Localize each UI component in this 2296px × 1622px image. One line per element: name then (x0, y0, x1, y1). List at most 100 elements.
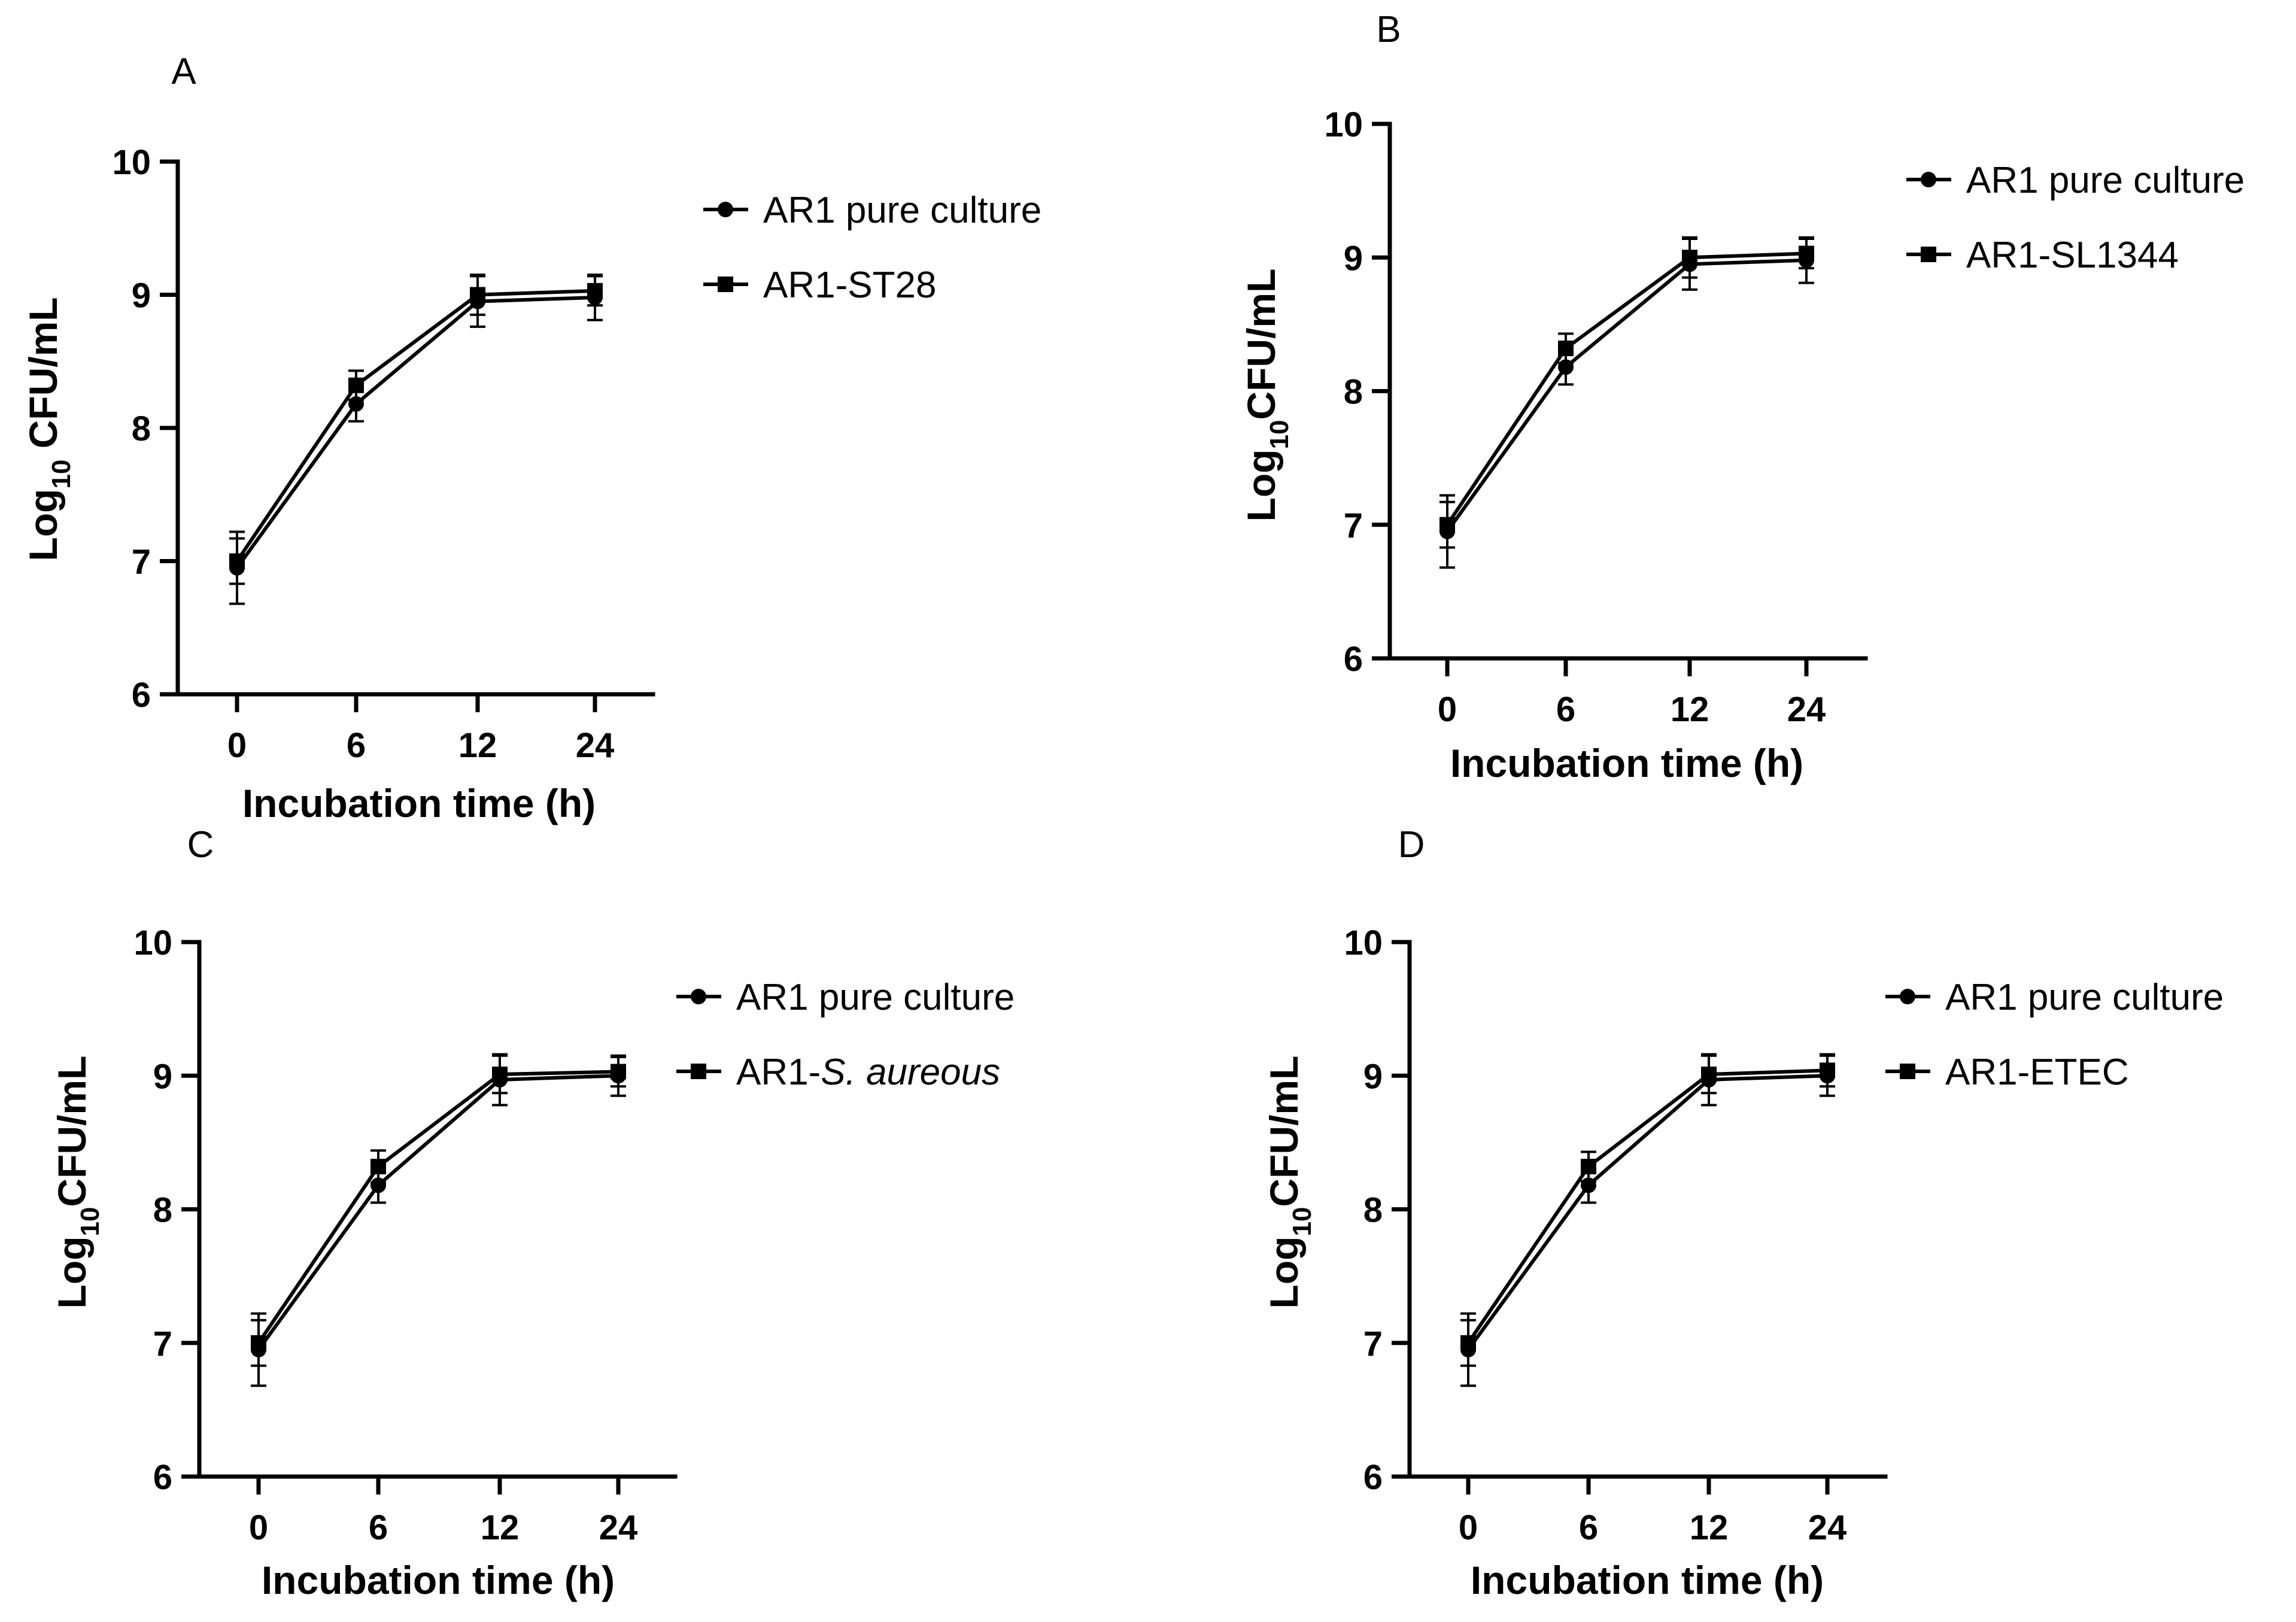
y-tick-label: 9 (153, 1057, 172, 1096)
legend-circle-marker (691, 989, 706, 1004)
y-axis-label: Log10CFU/mL (50, 1056, 105, 1309)
y-tick-label: 7 (1344, 506, 1363, 545)
series-pure-culture (1460, 1053, 1835, 1387)
x-axis-label: Incubation time (h) (262, 1558, 615, 1602)
data-point-square (1581, 1159, 1596, 1175)
data-point-square (1460, 1335, 1476, 1351)
y-tick-label: 9 (1363, 1057, 1383, 1096)
y-axis-label: Log10 CFU/mL (21, 297, 76, 561)
x-tick-label: 6 (369, 1508, 388, 1547)
legend-label-text: AR1-ETEC (1945, 1052, 2129, 1093)
y-tick-label: 9 (132, 277, 151, 315)
legend-square-marker (691, 1064, 706, 1079)
legend-entry: AR1 pure culture (1906, 160, 2245, 201)
y-tick-label: 8 (132, 409, 151, 448)
legend-label: AR1 pure culture (1945, 977, 2224, 1018)
y-tick-label: 8 (1344, 373, 1363, 412)
legend-entry: AR1-ETEC (1885, 1052, 2129, 1093)
y-tick-label: 10 (112, 143, 151, 182)
series-line (1466, 1074, 1828, 1351)
x-tick-label: 24 (1787, 690, 1826, 729)
x-tick-label: 0 (249, 1508, 268, 1547)
series-pure-culture (251, 1053, 626, 1387)
legend-square-marker (1921, 247, 1936, 262)
series-co-culture (229, 274, 603, 585)
panel-letter: D (1398, 824, 1425, 865)
x-tick-label: 6 (1579, 1508, 1598, 1547)
legend-label: AR1 pure culture (736, 977, 1015, 1018)
panel-c: C 6 7 8 9 10 0 6 12 24 Incubation time (h) Log10CFU… (50, 824, 1015, 1602)
data-point-square (1820, 1062, 1835, 1079)
y-label-subscript: 10 (75, 1207, 105, 1237)
legend-label-text: AR1-ST28 (763, 265, 936, 306)
y-label-subscript: 10 (1265, 420, 1294, 449)
panel-letter: B (1376, 9, 1401, 50)
legend-square-marker (1900, 1064, 1915, 1079)
series-pure-culture (1439, 236, 1814, 569)
x-tick-label: 12 (481, 1508, 520, 1547)
legend-label-text: AR1- (736, 1052, 821, 1093)
y-tick-label: 6 (1344, 640, 1363, 679)
x-tick-label: 24 (599, 1508, 638, 1547)
y-label-prefix: Log (1262, 1236, 1306, 1308)
data-point-square (370, 1159, 386, 1175)
legend-label-italic: S. aureous (821, 1052, 1000, 1093)
legend-square-marker (718, 277, 733, 292)
series-line (235, 288, 596, 563)
data-point-square (1682, 250, 1697, 266)
legend-circle-marker (718, 202, 733, 217)
panel-letter: A (171, 51, 196, 92)
y-label-subscript: 10 (47, 460, 76, 489)
x-tick-label: 12 (1690, 1508, 1729, 1547)
y-tick-label: 8 (153, 1191, 172, 1230)
y-tick-label: 6 (153, 1458, 172, 1497)
legend-label-text: AR1 pure culture (763, 190, 1041, 231)
data-point-square (1799, 245, 1814, 262)
y-tick-label: 10 (1344, 924, 1383, 962)
x-tick-label: 24 (576, 726, 615, 765)
series-co-culture (251, 1054, 626, 1367)
legend-entry: AR1 pure culture (703, 190, 1041, 231)
y-label-suffix: CFU/mL (50, 1056, 94, 1207)
legend-label: AR1 pure culture (763, 190, 1041, 231)
legend-label: AR1-ETEC (1945, 1052, 2129, 1093)
series-co-culture (1460, 1053, 1835, 1367)
x-tick-label: 0 (1438, 690, 1457, 729)
legend-circle-marker (1900, 989, 1915, 1004)
y-tick-label: 7 (153, 1325, 172, 1363)
series-line (1445, 258, 1807, 533)
legend-label: AR1 pure culture (1966, 160, 2245, 201)
y-tick-label: 10 (1324, 105, 1363, 144)
data-point-square (587, 283, 603, 299)
legend-circle-marker (1921, 172, 1936, 187)
series-pure-culture (229, 274, 603, 605)
y-tick-label: 6 (1363, 1458, 1383, 1497)
legend-entry: AR1-ST28 (703, 265, 936, 306)
series-line (235, 295, 596, 569)
series-line (257, 1070, 619, 1344)
data-point-square (611, 1064, 626, 1080)
series-co-culture (1439, 236, 1814, 549)
y-tick-label: 7 (132, 543, 151, 582)
y-label-prefix: Log (1239, 449, 1283, 521)
x-axis-label: Incubation time (h) (1471, 1558, 1824, 1602)
data-point-square (251, 1335, 266, 1351)
x-tick-label: 12 (1671, 690, 1709, 729)
legend-entry: AR1-S. aureous (676, 1052, 1000, 1093)
series-line (1466, 1068, 1828, 1344)
y-tick-label: 6 (132, 676, 151, 715)
legend-label-text: AR1 pure culture (1945, 977, 2224, 1018)
data-point-square (348, 377, 364, 393)
y-label-suffix: CFU/mL (21, 297, 65, 459)
panel-letter: C (187, 824, 214, 865)
series-line (257, 1074, 619, 1351)
data-point-square (1701, 1067, 1717, 1083)
y-label-subscript: 10 (1287, 1207, 1317, 1237)
x-tick-label: 6 (347, 726, 366, 765)
x-tick-label: 0 (1459, 1508, 1478, 1547)
y-label-suffix: CFU/mL (1262, 1056, 1306, 1207)
